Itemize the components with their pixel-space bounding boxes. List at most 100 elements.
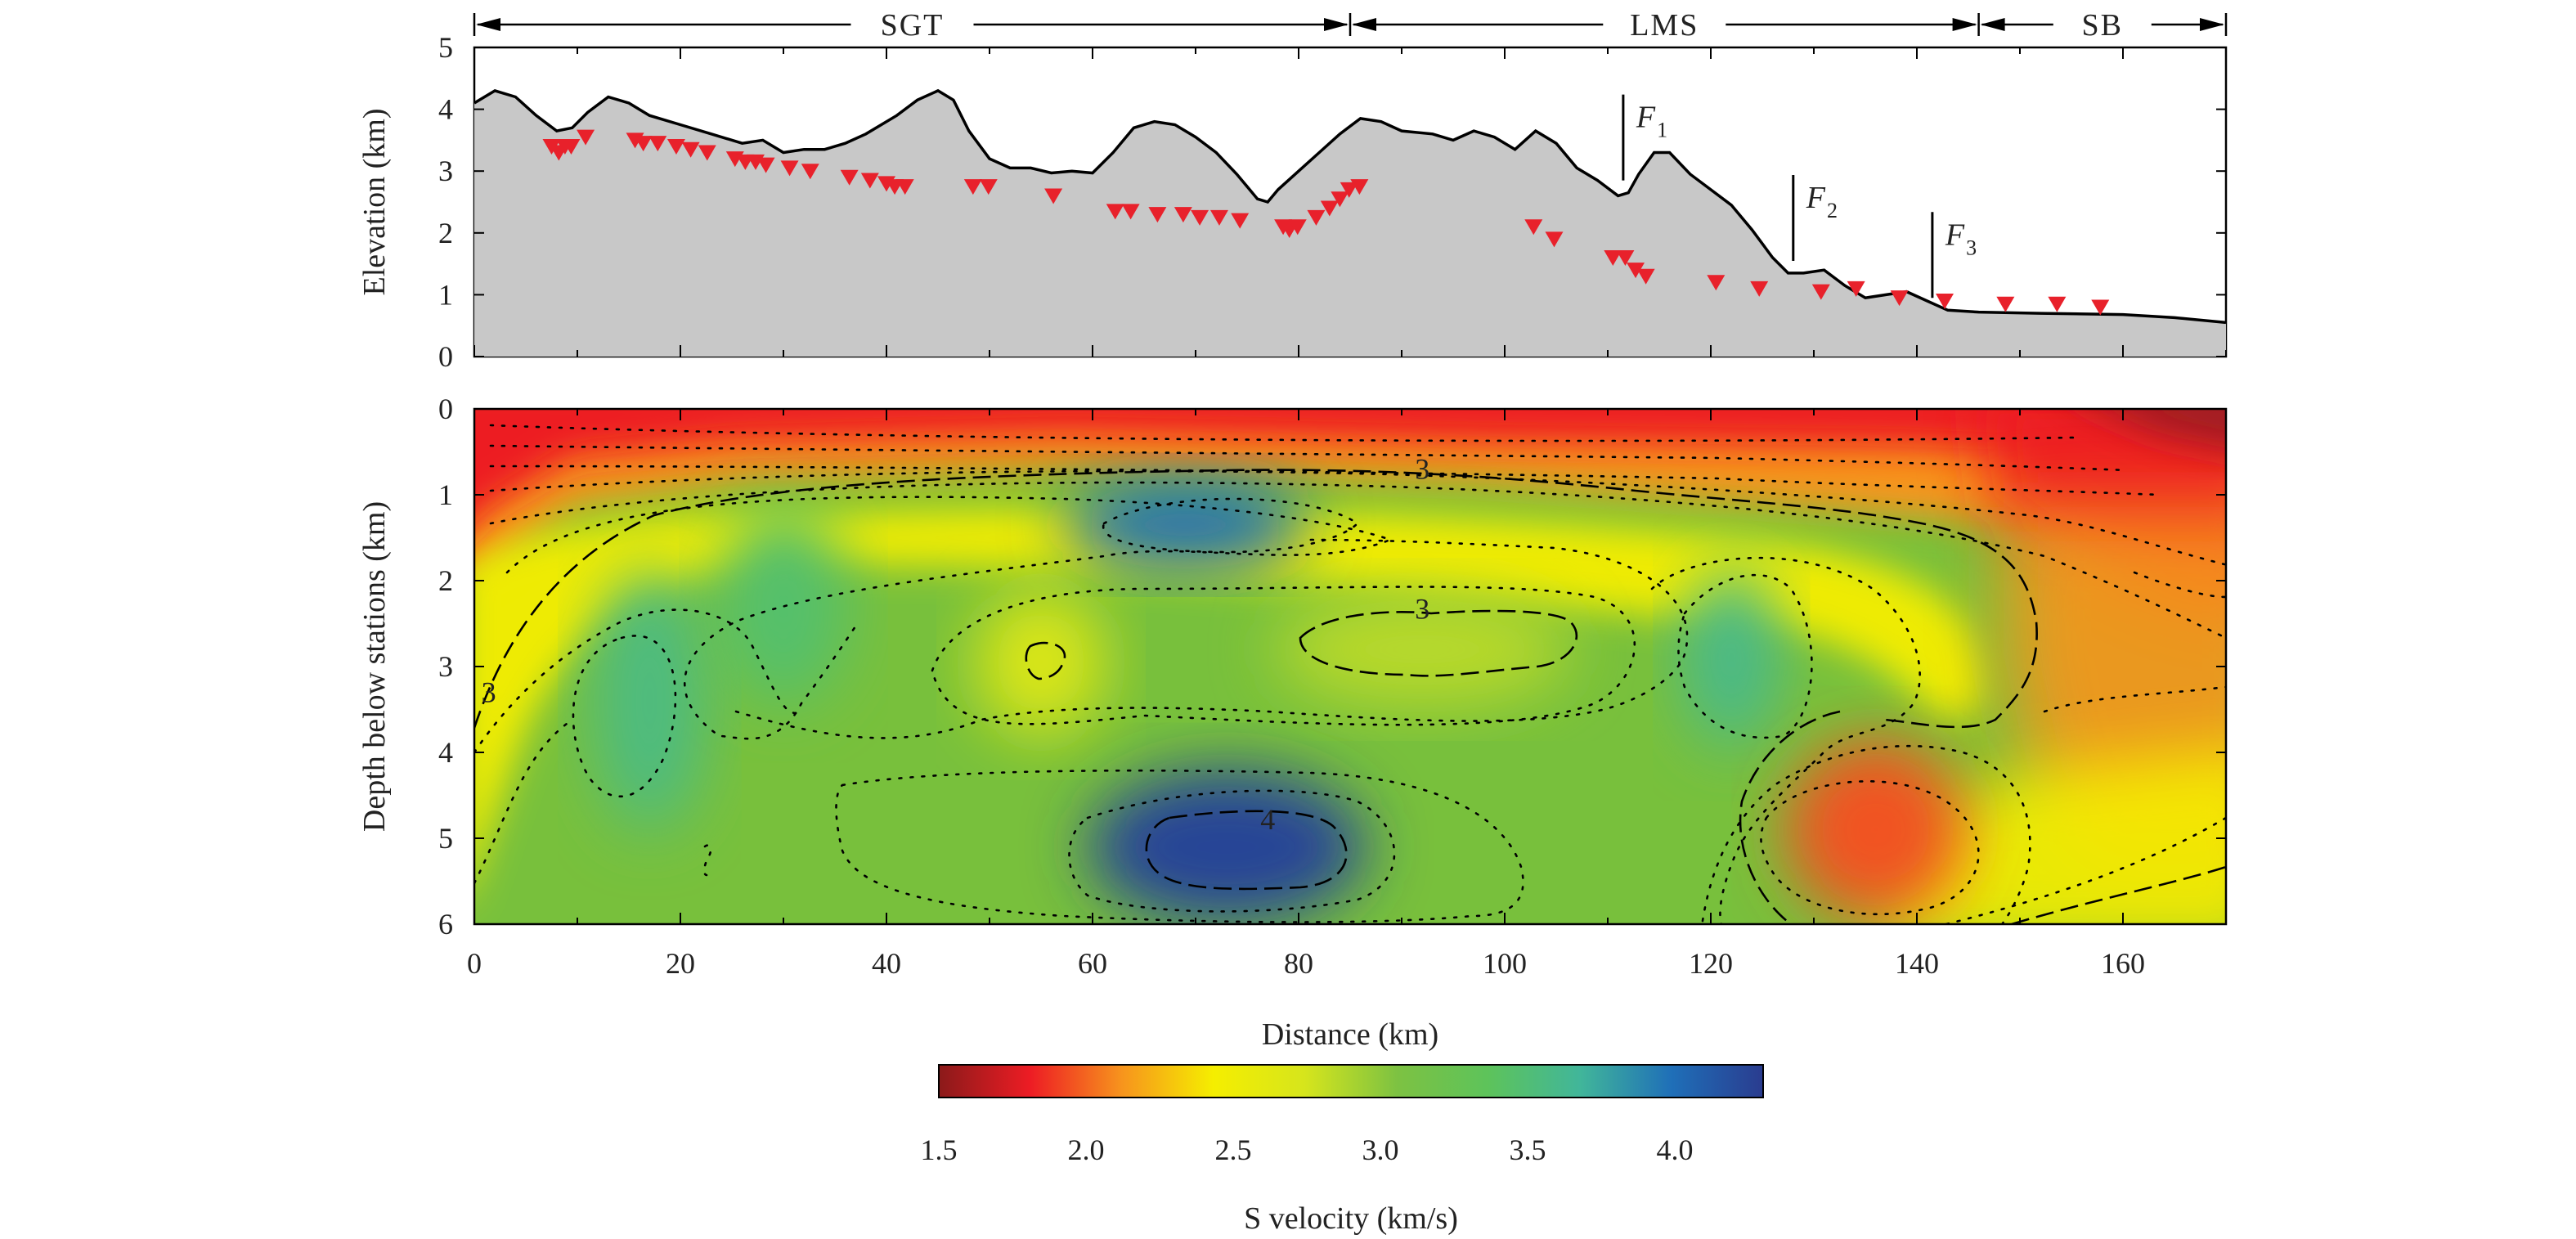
station-marker (1750, 281, 1769, 297)
contour-labels: 3 3 3 4 (482, 453, 1430, 836)
contour-east-right (2133, 571, 2226, 599)
station-marker (1847, 281, 1865, 297)
region-label: SB (2082, 8, 2123, 43)
colorbar-tick-label: 3.0 (1362, 1134, 1399, 1166)
near-surface-orange-layer (474, 409, 2226, 577)
velocity-field (474, 409, 2226, 924)
station-marker (1890, 290, 1909, 307)
station-marker (895, 179, 914, 195)
station-marker (860, 173, 879, 189)
section-y-label: Depth below stations (km) (357, 501, 392, 832)
velocity-anomaly (1682, 568, 1781, 748)
elevation-profile-fill (474, 90, 2226, 357)
y-tick-label: 5 (438, 822, 453, 855)
station-marker (681, 141, 700, 158)
station-marker (780, 160, 799, 177)
station-marker (666, 138, 685, 155)
colorbar-tick-label: 1.5 (921, 1134, 958, 1166)
station-marker (963, 179, 982, 195)
y-tick-label: 6 (438, 908, 453, 940)
x-tick-label: 160 (2101, 947, 2145, 980)
contour-3kms-mid (1299, 609, 1578, 677)
station-marker (756, 157, 775, 173)
arrowhead (1980, 18, 2005, 31)
contour-3kms-small (1025, 641, 1066, 680)
colorbar-tick-label: 2.5 (1215, 1134, 1252, 1166)
contour-surface-6 (505, 496, 1393, 740)
elevation-profile-line (473, 88, 2227, 325)
station-marker (1288, 219, 1307, 236)
contour-west (474, 608, 803, 754)
station-marker (1627, 263, 1645, 279)
station-marker (1616, 250, 1635, 267)
x-tick-label: 100 (1483, 947, 1527, 980)
fault-label: F1 (1636, 101, 1667, 142)
east-yellow-zone (1881, 749, 2226, 924)
y-tick-label: 3 (438, 650, 453, 683)
velocity-anomaly (1062, 479, 1308, 570)
elevation-y-ticks: 0 1 2 3 4 5 (438, 31, 2226, 373)
station-marker (1121, 204, 1140, 220)
station-marker (1174, 207, 1192, 223)
x-tick-label: 20 (666, 947, 695, 980)
velocity-anomaly (1785, 739, 1966, 920)
x-tick-label: 140 (1895, 947, 1939, 980)
velocity-anomaly (592, 570, 707, 832)
station-marker (1350, 179, 1369, 195)
region-label: LMS (1630, 8, 1699, 43)
fault-label: F3 (1945, 218, 1977, 259)
contour-label: 3 (1415, 593, 1429, 626)
contour-3kms-east (1739, 710, 1841, 924)
y-tick-label: 3 (438, 155, 453, 187)
station-marker (840, 169, 859, 186)
contour-red-outer (1701, 744, 2031, 924)
station-marker (1307, 209, 1326, 226)
y-tick-label: 4 (438, 93, 453, 126)
arrowhead (2200, 18, 2224, 31)
contour-surface-5 (489, 481, 2226, 640)
station-marker (1044, 188, 1063, 204)
x-tick-label: 60 (1078, 947, 1107, 980)
station-marker (1148, 207, 1167, 223)
station-marker (2091, 299, 2110, 316)
station-marker (1707, 275, 1726, 291)
station-marker (1340, 182, 1358, 198)
contour-east-deep (1945, 816, 2226, 924)
contour-3kms-deep-right (2011, 865, 2226, 924)
region-label: SGT (881, 8, 945, 43)
x-tick-label: 80 (1284, 947, 1313, 980)
colorbar-tick-label: 4.0 (1657, 1134, 1694, 1166)
arrowhead (1952, 18, 1977, 31)
velocity-anomaly (1087, 769, 1366, 924)
station-marker (1811, 284, 1830, 300)
contour-4kms (1145, 810, 1348, 891)
arrowhead (1324, 18, 1349, 31)
colorbar-strip (938, 1064, 1764, 1098)
station-marker (979, 179, 998, 195)
y-tick-label: 1 (438, 278, 453, 311)
region-bars: SGT LMS SB (473, 8, 2228, 43)
station-marker (1524, 219, 1543, 236)
contour-deep-blue-outer (835, 769, 1524, 923)
contour-east-outer (1650, 556, 1921, 924)
y-tick-label: 0 (438, 340, 453, 373)
colorbar-label: S velocity (km/s) (1244, 1201, 1458, 1236)
station-marker (1636, 268, 1655, 285)
velocity-anomaly (1275, 592, 1570, 707)
station-marker (1231, 213, 1250, 229)
y-tick-label: 5 (438, 31, 453, 64)
top-right-dark-red-corner (2102, 409, 2226, 448)
seismic-stations (542, 129, 2110, 316)
station-marker (1320, 200, 1339, 217)
contours (474, 424, 2226, 924)
station-marker (1209, 209, 1228, 226)
station-marker (648, 136, 667, 152)
y-tick-label: 2 (438, 564, 453, 597)
colorbar-tick-label: 3.5 (1510, 1134, 1546, 1166)
dashed-contours (474, 469, 2226, 924)
contour-3kms-upper (474, 469, 2038, 729)
station-marker (1936, 293, 1954, 309)
colorbar-ticks: 1.5 2.0 2.5 3.0 3.5 4.0 (921, 1134, 1694, 1166)
